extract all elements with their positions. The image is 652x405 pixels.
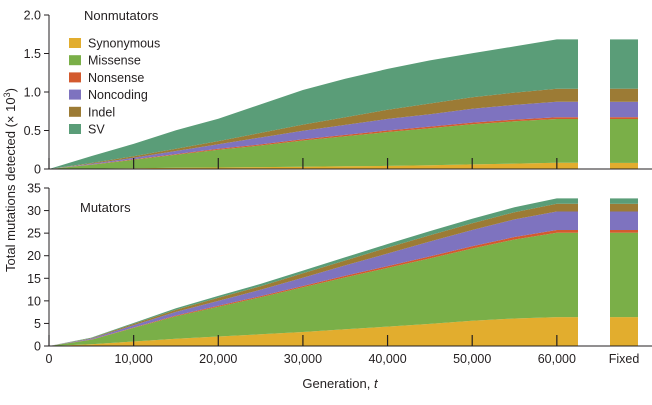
y-tick-label: 35 — [27, 182, 41, 196]
area-indel — [49, 88, 578, 169]
y-tick-label: 5 — [34, 317, 41, 331]
y-axis-title-text: Total mutations detected (× 10 — [3, 97, 18, 272]
x-axis-title: Generation, t — [302, 376, 379, 391]
fixed-bar-noncoding — [610, 101, 638, 118]
legend-label-synonymous: Synonymous — [88, 37, 160, 51]
legend-label-noncoding: Noncoding — [88, 88, 148, 102]
area-noncoding — [49, 211, 578, 346]
y-tick-label: 1.5 — [24, 47, 41, 61]
fixed-bar-indel — [610, 203, 638, 212]
legend-swatch-nonsense — [69, 72, 81, 83]
x-tick-labels: 0 10,000 20,000 30,000 40,000 50,000 60,000 — [46, 352, 576, 366]
fixed-bar-indel — [610, 88, 638, 102]
x-axis-title-text: Generation, — [302, 376, 374, 391]
y-tick-label: 2.0 — [24, 9, 41, 23]
area-indel — [49, 203, 578, 346]
x-tick-label: 60,000 — [538, 352, 576, 366]
y-tick-label: 30 — [27, 204, 41, 218]
area-synonymous — [49, 162, 578, 169]
legend-swatch-sv — [69, 124, 81, 134]
x-tick-label: 20,000 — [199, 352, 237, 366]
area-synonymous — [49, 317, 578, 346]
fixed-bar-missense — [610, 232, 638, 318]
y-tick-label: 0 — [34, 340, 41, 354]
legend-label-indel: Indel — [88, 105, 115, 119]
legend-label-sv: SV — [88, 123, 105, 137]
panel-nonmutators: 0 0.5 1.0 1.5 2.0 Nonmutators — [24, 8, 652, 177]
y-tick-label: 25 — [27, 227, 41, 241]
fixed-bar-synonymous — [610, 317, 638, 346]
area-noncoding — [49, 101, 578, 169]
panel-title: Nonmutators — [84, 8, 159, 23]
x-axis-title-italic: t — [374, 376, 379, 391]
fixed-bar-sv — [610, 198, 638, 204]
legend-swatch-synonymous — [69, 38, 81, 48]
legend-label-missense: Missense — [88, 54, 141, 68]
fixed-bar-noncoding — [610, 211, 638, 230]
fixed-bar-synonymous — [610, 162, 638, 169]
y-tick-label: 15 — [27, 272, 41, 286]
x-tick-label: 50,000 — [453, 352, 491, 366]
panel-mutators: 0 5 10 15 20 25 30 35 Mutators — [27, 182, 652, 354]
panel-title: Mutators — [80, 200, 131, 215]
fixed-label: Fixed — [609, 352, 640, 366]
x-tick-label: 0 — [46, 352, 53, 366]
y-tick-label: 0 — [34, 163, 41, 177]
area-sv — [49, 39, 578, 170]
x-tick-label: 10,000 — [115, 352, 153, 366]
x-tick-label: 30,000 — [284, 352, 322, 366]
area-missense — [49, 119, 578, 169]
x-tick-label: 40,000 — [368, 352, 406, 366]
area-missense — [49, 232, 578, 346]
y-axis-title-close: ) — [3, 88, 18, 92]
y-tick-label: 20 — [27, 249, 41, 263]
y-tick-label: 0.5 — [24, 124, 41, 138]
y-axis-title-sup: 3 — [2, 92, 12, 97]
fixed-bar-nonsense — [610, 117, 638, 119]
fixed-bar-missense — [610, 119, 638, 163]
legend-swatch-indel — [69, 106, 81, 117]
legend-swatch-missense — [69, 55, 81, 66]
y-tick-label: 1.0 — [24, 86, 41, 100]
y-tick-label: 10 — [27, 294, 41, 308]
y-axis-title: Total mutations detected (× 103) — [2, 88, 18, 272]
fixed-bar-nonsense — [610, 230, 638, 233]
fixed-bar-sv — [610, 39, 638, 89]
legend-label-nonsense: Nonsense — [88, 71, 144, 85]
legend-swatch-noncoding — [69, 89, 81, 100]
legend: Synonymous Missense Nonsense Noncoding Indel… — [69, 37, 160, 137]
